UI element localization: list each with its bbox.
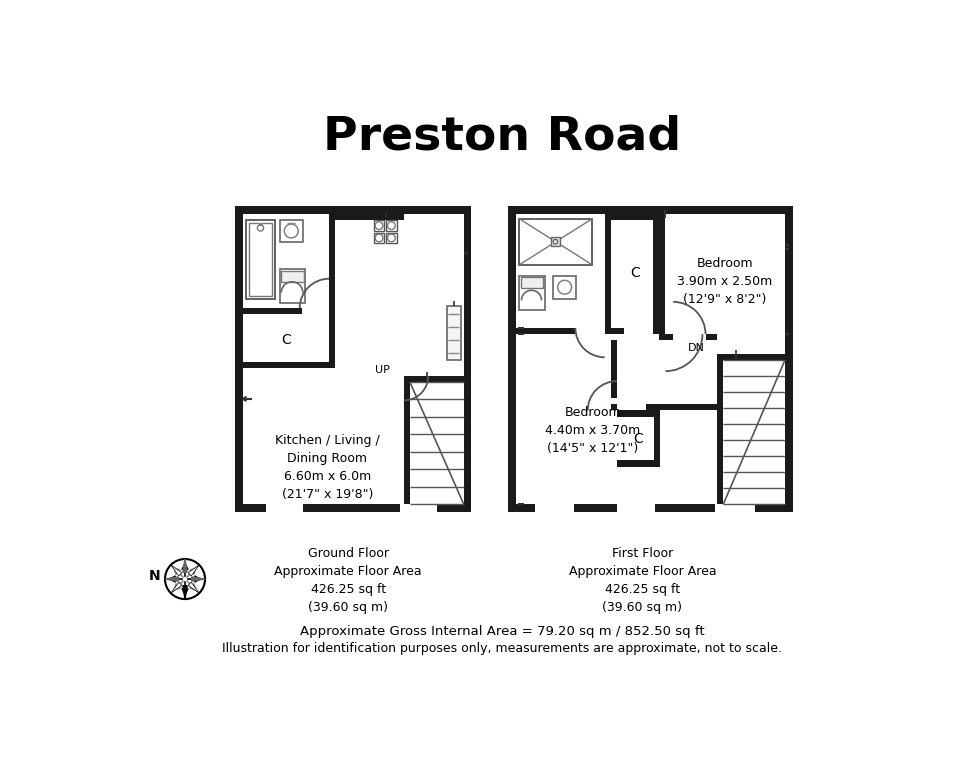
Text: Approximate Gross Internal Area = 79.20 sq m / 852.50 sq ft: Approximate Gross Internal Area = 79.20 … xyxy=(300,625,705,638)
Polygon shape xyxy=(183,559,187,572)
Polygon shape xyxy=(188,582,199,593)
Bar xyxy=(535,504,574,512)
Bar xyxy=(717,354,785,360)
Bar xyxy=(611,328,660,334)
Bar xyxy=(329,214,335,308)
Bar xyxy=(373,220,384,231)
Bar xyxy=(519,276,545,310)
Text: Preston Road: Preston Road xyxy=(323,115,681,159)
Polygon shape xyxy=(165,577,178,581)
Bar xyxy=(386,220,397,231)
Text: Kitchen / Living /
Dining Room
6.60m x 6.0m
(21'7" x 19'8"): Kitchen / Living / Dining Room 6.60m x 6… xyxy=(275,434,380,500)
Bar xyxy=(509,206,793,512)
Text: DN: DN xyxy=(688,343,705,353)
Bar xyxy=(266,504,303,512)
Bar xyxy=(246,220,275,299)
Bar xyxy=(611,214,654,220)
Bar xyxy=(279,270,305,303)
Bar xyxy=(235,206,471,512)
Bar xyxy=(243,362,335,368)
Bar xyxy=(404,376,410,504)
Bar xyxy=(519,219,592,265)
Text: Bedroom
4.40m x 3.70m
(14'5" x 12'1"): Bedroom 4.40m x 3.70m (14'5" x 12'1") xyxy=(546,406,641,455)
Bar xyxy=(447,306,461,360)
Bar xyxy=(611,404,717,410)
Bar xyxy=(279,220,303,242)
Bar xyxy=(400,504,437,512)
Bar xyxy=(520,277,543,288)
Bar xyxy=(329,314,335,362)
Bar xyxy=(243,214,464,504)
Polygon shape xyxy=(171,582,182,593)
Bar xyxy=(617,504,656,512)
Bar xyxy=(553,276,576,299)
Bar xyxy=(660,214,665,334)
Polygon shape xyxy=(171,565,182,576)
Bar xyxy=(373,233,384,243)
Bar xyxy=(249,223,272,296)
Polygon shape xyxy=(192,577,205,581)
Text: C: C xyxy=(634,432,644,446)
Text: Bedroom
3.90m x 2.50m
(12'9" x 8'2"): Bedroom 3.90m x 2.50m (12'9" x 8'2") xyxy=(677,257,772,306)
Text: C: C xyxy=(630,266,640,280)
Polygon shape xyxy=(183,586,187,599)
Text: Illustration for identification purposes only, measurements are approximate, not: Illustration for identification purposes… xyxy=(222,642,782,654)
Text: UP: UP xyxy=(375,365,390,374)
Bar xyxy=(673,334,706,340)
Bar xyxy=(660,334,717,340)
Bar xyxy=(714,504,755,512)
Bar xyxy=(654,214,660,328)
Bar xyxy=(654,410,661,467)
Bar xyxy=(404,376,464,382)
Bar xyxy=(386,233,397,243)
Bar xyxy=(516,328,611,334)
Bar xyxy=(281,271,304,282)
Bar xyxy=(617,410,654,417)
Bar xyxy=(624,328,654,334)
Bar xyxy=(259,223,263,226)
Text: C: C xyxy=(281,333,291,347)
Bar xyxy=(611,340,617,398)
Bar xyxy=(617,404,646,410)
Bar xyxy=(302,308,329,314)
Bar xyxy=(617,460,661,467)
Bar xyxy=(516,214,785,504)
Polygon shape xyxy=(188,565,199,576)
Bar xyxy=(605,214,611,328)
Text: First Floor
Approximate Floor Area
426.25 sq ft
(39.60 sq m): First Floor Approximate Floor Area 426.2… xyxy=(568,547,716,614)
Bar xyxy=(243,308,335,314)
Text: Ground Floor
Approximate Floor Area
426.25 sq ft
(39.60 sq m): Ground Floor Approximate Floor Area 426.… xyxy=(274,547,422,614)
Bar xyxy=(551,237,560,246)
Bar xyxy=(717,354,723,504)
Text: N: N xyxy=(148,569,160,583)
Bar xyxy=(335,214,404,220)
Bar xyxy=(575,328,605,334)
